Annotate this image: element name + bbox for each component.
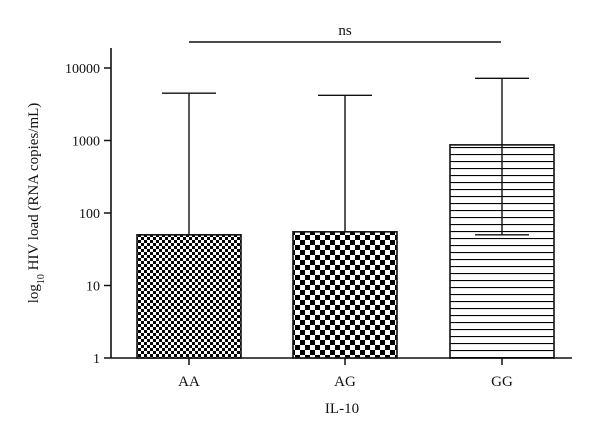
y-tick-label: 10 xyxy=(86,280,100,295)
y-ticks: 1 10 100 1000 10000 xyxy=(65,62,111,367)
y-axis-title-sub: 10 xyxy=(36,274,47,284)
bar-aa xyxy=(136,234,242,359)
y-tick-label: 1000 xyxy=(72,135,100,150)
x-tick-label: AG xyxy=(334,374,356,390)
y-axis-title-rest: HIV load (RNA copies/mL) xyxy=(26,103,42,274)
error-bars xyxy=(162,77,529,236)
y-axis-title: log10 HIV load (RNA copies/mL) xyxy=(26,103,47,304)
y-tick-label: 10000 xyxy=(65,62,100,77)
significance-label: ns xyxy=(338,23,352,39)
x-tick-label: GG xyxy=(491,374,513,390)
y-tick-label: 1 xyxy=(93,352,100,367)
y-tick-label: 100 xyxy=(79,207,100,222)
bar-ag xyxy=(292,231,398,359)
x-tick-label: AA xyxy=(178,374,200,390)
y-axis-title-log: log xyxy=(26,284,42,304)
x-ticks: AA AG GG xyxy=(178,358,513,390)
x-axis-title: IL-10 xyxy=(325,401,359,417)
